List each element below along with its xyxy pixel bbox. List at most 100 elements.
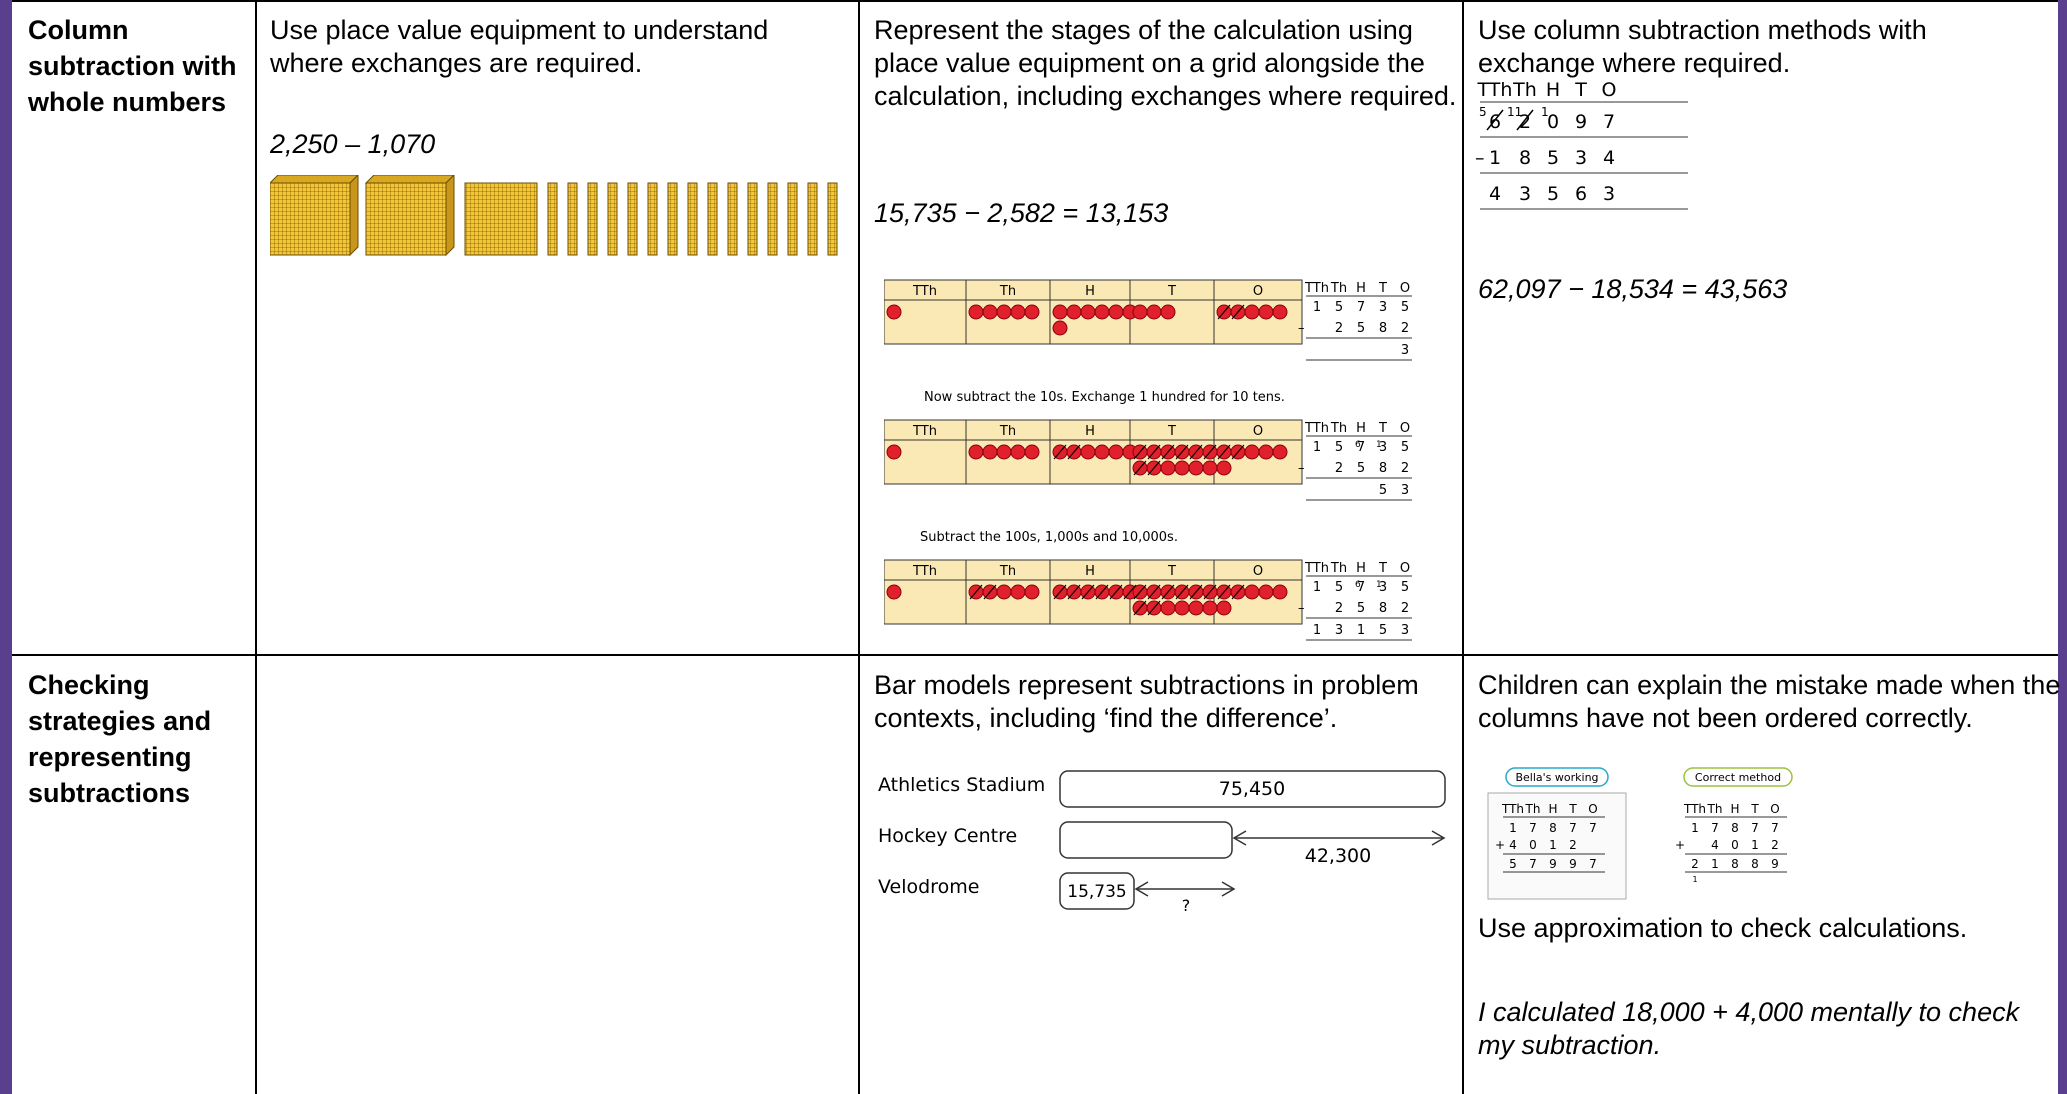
bar-velodrome: [1059, 872, 1135, 910]
bar-athletics: [1059, 770, 1446, 808]
plus-sign: +: [1675, 838, 1685, 852]
ten-rod: [567, 182, 578, 256]
stage-grid-1: TTh Th H T O: [884, 279, 1303, 345]
exchange-mark: 1: [1376, 580, 1382, 590]
place-value-counter: [1132, 304, 1148, 320]
digit: 0: [1731, 838, 1739, 852]
counter-cross: [1123, 584, 1137, 600]
row-header-checking-strategies: Checking strategies and representing sub…: [28, 670, 212, 808]
place-value-counter: [982, 304, 998, 320]
ten-rod: [707, 182, 718, 256]
grid-header: T: [1167, 424, 1176, 439]
column-header: O: [1770, 802, 1779, 816]
column-header: O: [1400, 281, 1410, 296]
column-header: TTh: [1501, 802, 1524, 816]
counter-cross: [1231, 444, 1245, 460]
place-value-counter: [1244, 304, 1260, 320]
minuend-digit: 1: [1313, 300, 1321, 315]
exchange-mark: 6: [1355, 580, 1361, 590]
place-value-example: 2,250 – 1,070: [270, 129, 436, 159]
place-value-counter: [1024, 444, 1040, 460]
place-value-counter: [886, 304, 902, 320]
minuend-digit: 3: [1379, 440, 1387, 455]
exchange-mark: 1: [1541, 105, 1549, 119]
counter-cross: [1133, 600, 1147, 616]
counter-cross: [983, 584, 997, 600]
place-value-counter: [1010, 444, 1026, 460]
grid-header: TTh: [912, 564, 937, 579]
ten-rod: [687, 182, 698, 256]
counter-cross: [1133, 460, 1147, 476]
counter-cross: [1161, 444, 1175, 460]
base-ten-blocks-image: [270, 175, 838, 257]
counter-cross: [1147, 584, 1161, 600]
digit: 7: [1569, 821, 1577, 835]
table-top-border: [12, 0, 2058, 2]
counter-cross: [1067, 584, 1081, 600]
column-header: O: [1602, 79, 1617, 101]
ten-rod: [627, 182, 638, 256]
subtrahend-digit: 2: [1335, 461, 1343, 476]
column-header: O: [1588, 802, 1597, 816]
minuend-digit: 3: [1379, 580, 1387, 595]
bar-model-description: Bar models represent subtractions in pro…: [874, 670, 1419, 733]
counter-cross: [1189, 584, 1203, 600]
minuend-digit: 5: [1335, 440, 1343, 455]
ten-rod: [547, 182, 558, 256]
row-divider: [12, 654, 2058, 656]
top-digit: 0: [1547, 111, 1559, 133]
counter-cross: [1203, 444, 1217, 460]
answer-digit: 3: [1401, 343, 1409, 358]
digit: 4: [1711, 838, 1719, 852]
minuend-digit: 7: [1357, 440, 1365, 455]
counter-cross: [969, 584, 983, 600]
grid-header: Th: [999, 424, 1016, 439]
approximation-example: I calculated 18,000 + 4,000 mentally to …: [1478, 997, 2020, 1060]
ten-rod: [667, 182, 678, 256]
exchange-mark: 1: [1376, 440, 1382, 450]
bar-label: Hockey Centre: [878, 825, 1017, 847]
subtrahend-digit: 1: [1489, 147, 1501, 169]
answer-digit: 8: [1751, 857, 1759, 871]
stage-column-3: TTh Th H T O1 5 7 3 56 1– 2 5 8 21 3 1 5 3: [1298, 561, 1412, 641]
grid-header: T: [1167, 564, 1176, 579]
stage-grid-2: TTh Th H T O: [884, 419, 1303, 485]
grid-header: H: [1085, 424, 1095, 439]
ten-rod: [587, 182, 598, 256]
place-value-counter: [1258, 444, 1274, 460]
place-value-counter: [1202, 600, 1218, 616]
counter-cross: [1175, 444, 1189, 460]
grid-header: O: [1253, 284, 1263, 299]
answer-digit: 3: [1335, 623, 1343, 638]
digit: 1: [1751, 838, 1759, 852]
stage-column-2: TTh Th H T O1 5 7 3 56 1– 2 5 8 25 3: [1298, 421, 1412, 501]
column-header: Th: [1330, 561, 1347, 576]
place-value-counter: [1272, 304, 1288, 320]
answer-digit: 5: [1379, 623, 1387, 638]
minuend-digit: 5: [1401, 440, 1409, 455]
bar-value: 75,450: [1219, 778, 1285, 800]
column-header: TTh: [1683, 802, 1706, 816]
grid-header: O: [1253, 564, 1263, 579]
digit: 1: [1549, 838, 1557, 852]
col-divider-1: [255, 0, 257, 1094]
grid-header: TTh: [912, 424, 937, 439]
top-digit: 7: [1603, 111, 1615, 133]
counter-cross: [1109, 584, 1123, 600]
subtrahend-digit: 8: [1379, 461, 1387, 476]
minuend-digit: 5: [1335, 300, 1343, 315]
place-value-counter: [1066, 304, 1082, 320]
subtrahend-digit: 8: [1519, 147, 1531, 169]
counter-cross: [1231, 584, 1245, 600]
place-value-counter: [1010, 304, 1026, 320]
subtrahend-digit: 2: [1335, 321, 1343, 336]
column-method-workings: TTh Th H T O6 2 0 9 75 11 1– 1 8 5 3 44 3 5 6 3: [1475, 79, 1688, 210]
answer-digit: 7: [1529, 857, 1537, 871]
bella-tag: [1505, 767, 1609, 787]
bar-label: Athletics Stadium: [878, 774, 1045, 796]
grid-header: Th: [999, 564, 1016, 579]
digit: 2: [1771, 838, 1779, 852]
column-method-description: Use column subtraction methods with exch…: [1478, 15, 1927, 78]
place-value-counter: [996, 444, 1012, 460]
hundred-flat: [464, 182, 538, 256]
